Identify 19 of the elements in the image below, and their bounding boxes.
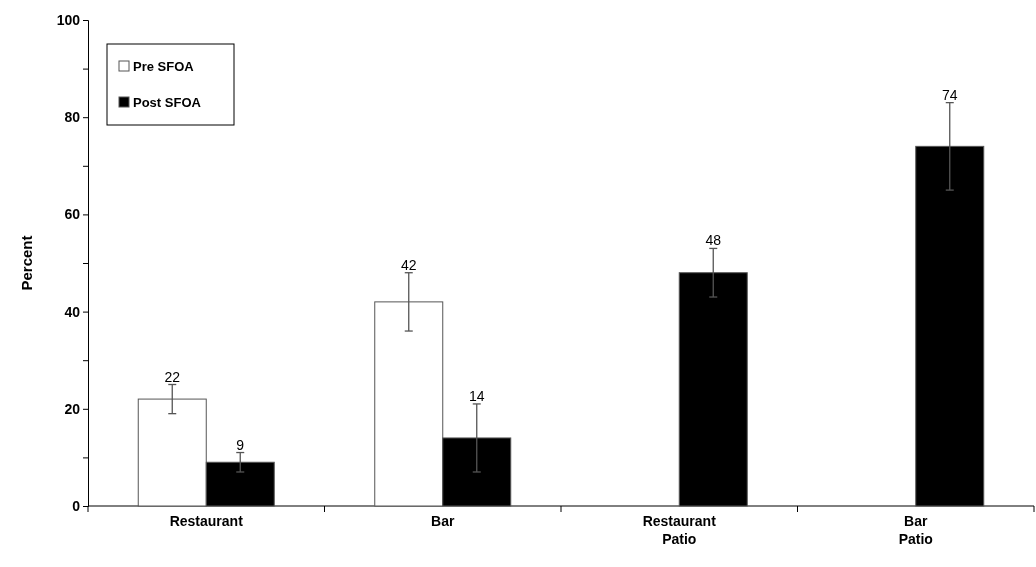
x-tick-label: Restaurant [169, 513, 244, 529]
y-tick-label: 80 [64, 109, 81, 126]
y-tick-label: 100 [56, 11, 81, 28]
y-tick-label: 40 [64, 303, 81, 320]
y-tick-label: 0 [72, 497, 81, 514]
data-label: 42 [400, 256, 417, 273]
x-tick-label: Bar Patio [898, 513, 933, 547]
data-label: 22 [164, 368, 181, 385]
x-tick-label: Restaurant Patio [642, 513, 717, 547]
y-tick-label: 60 [64, 206, 81, 223]
data-label: 14 [468, 387, 485, 404]
legend-label: Pre SFOA [133, 59, 195, 74]
data-label: 74 [941, 86, 958, 103]
data-label: 9 [236, 436, 245, 453]
data-label: 48 [705, 232, 722, 249]
y-tick-label: 20 [64, 400, 81, 417]
legend-label: Post SFOA [133, 95, 202, 110]
x-tick-label: Bar [431, 513, 455, 529]
y-axis-title: Percent [18, 235, 35, 291]
